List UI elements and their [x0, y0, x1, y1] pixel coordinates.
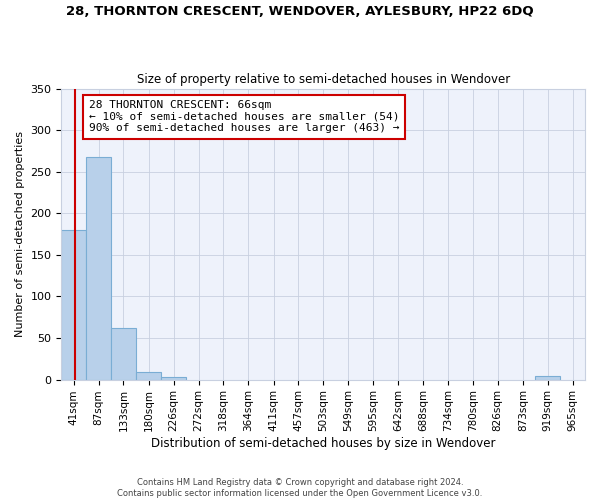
X-axis label: Distribution of semi-detached houses by size in Wendover: Distribution of semi-detached houses by … — [151, 437, 496, 450]
Bar — [535, 376, 560, 380]
Text: 28, THORNTON CRESCENT, WENDOVER, AYLESBURY, HP22 6DQ: 28, THORNTON CRESCENT, WENDOVER, AYLESBU… — [66, 5, 534, 18]
Y-axis label: Number of semi-detached properties: Number of semi-detached properties — [15, 131, 25, 337]
Bar — [161, 377, 186, 380]
Title: Size of property relative to semi-detached houses in Wendover: Size of property relative to semi-detach… — [137, 73, 510, 86]
Text: 28 THORNTON CRESCENT: 66sqm
← 10% of semi-detached houses are smaller (54)
90% o: 28 THORNTON CRESCENT: 66sqm ← 10% of sem… — [89, 100, 400, 134]
Text: Contains HM Land Registry data © Crown copyright and database right 2024.
Contai: Contains HM Land Registry data © Crown c… — [118, 478, 482, 498]
Bar — [111, 328, 136, 380]
Bar — [86, 156, 111, 380]
Bar — [136, 372, 161, 380]
Bar — [61, 230, 86, 380]
